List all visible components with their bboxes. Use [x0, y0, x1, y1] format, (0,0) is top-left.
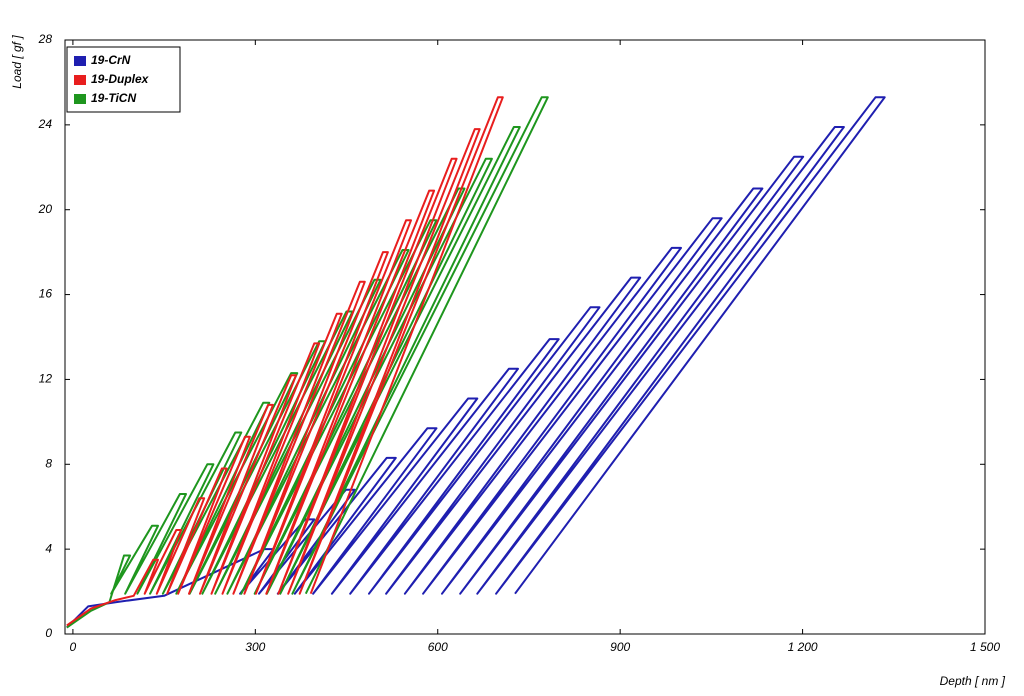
x-tick-label: 300	[245, 640, 265, 654]
y-axis-title: Load [ gf ]	[10, 35, 24, 89]
legend-label: 19-Duplex	[91, 72, 150, 86]
x-tick-label: 900	[610, 640, 630, 654]
y-tick-label: 4	[45, 541, 52, 555]
y-tick-label: 12	[39, 372, 53, 386]
x-tick-label: 600	[428, 640, 448, 654]
legend-swatch	[74, 75, 86, 85]
x-tick-label: 0	[70, 640, 77, 654]
x-tick-label: 1 500	[970, 640, 1000, 654]
plot-area	[66, 96, 886, 629]
plot-frame	[64, 39, 986, 635]
y-tick-label: 24	[38, 117, 53, 131]
x-axis-title: Depth [ nm ]	[940, 674, 1006, 688]
legend-label: 19-TiCN	[91, 91, 136, 105]
y-tick-label: 0	[45, 626, 52, 640]
y-tick-label: 16	[39, 287, 53, 301]
y-tick-label: 28	[38, 32, 53, 46]
y-tick-label: 8	[45, 456, 52, 470]
legend-label: 19-CrN	[91, 53, 131, 67]
legend-swatch	[74, 94, 86, 104]
legend-swatch	[74, 56, 86, 66]
data-line	[66, 96, 504, 627]
y-tick-label: 20	[38, 202, 53, 216]
x-tick-label: 1 200	[788, 640, 818, 654]
